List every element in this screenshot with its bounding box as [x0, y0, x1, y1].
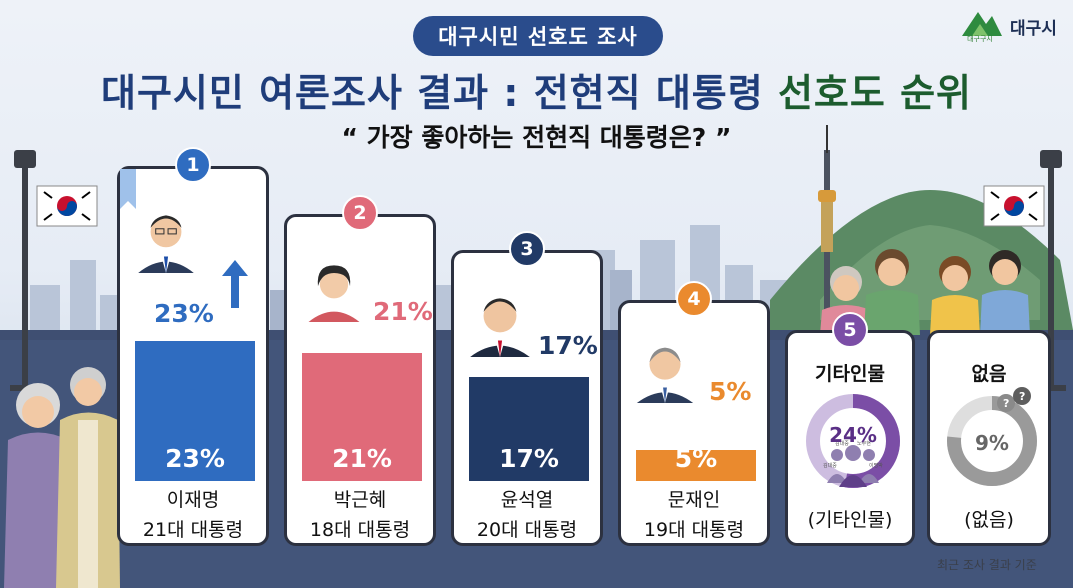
portrait-lee-jae-myung [130, 201, 202, 273]
pct-label-above-3: 17% [538, 331, 598, 360]
title-part1: 대구시민 여론조사 결과 : 전현직 대통령 [101, 71, 764, 115]
mini-name-3: 김대중 [823, 462, 837, 469]
president-name-2: 박근혜 [333, 489, 387, 511]
footnote: 최근 조사 결과 기준 [937, 558, 1037, 572]
others-donut: 김대중 노무현 김대중 이명박 [806, 394, 900, 488]
rank-card-1: 23% 23% 이재명 21대 대통령 [117, 166, 269, 546]
pct-label-above-4: 5% [709, 377, 752, 406]
rank-badge-4: 4 [676, 281, 712, 317]
none-caption: (없음) [964, 509, 1014, 531]
rank-badge-2: 2 [342, 195, 378, 231]
portrait-moon-jae-in [631, 335, 699, 403]
none-heading: 없음 [971, 363, 1007, 385]
daegu-logo-icon [962, 12, 1002, 36]
none-donut [947, 396, 1037, 486]
president-term-1: 21대 대통령 [142, 519, 244, 541]
bar-1: 23% [135, 341, 255, 481]
svg-text:?: ? [1003, 397, 1009, 410]
president-name-1: 이재명 [166, 489, 220, 511]
rank-badge-1: 1 [175, 147, 211, 183]
pct-label-above-2: 21% [373, 297, 433, 326]
bar-value-3: 17% [499, 444, 559, 473]
ribbon-bookmark-icon [120, 169, 136, 209]
survey-pill: 대구시민 선호도 조사 [413, 16, 663, 56]
mini-name-2: 노무현 [857, 440, 871, 447]
bar-value-4: 5% [674, 444, 718, 473]
none-donut-arc [947, 396, 1037, 486]
bar-2: 21% [302, 353, 422, 481]
name-area-2: 박근혜 18대 대통령 [287, 485, 433, 543]
portrait-park-geun-hye [301, 256, 367, 322]
name-area-4: 문재인 19대 대통령 [621, 485, 767, 543]
korean-flag-right [983, 185, 1045, 227]
president-term-3: 20대 대통령 [476, 519, 578, 541]
bar-3: 17% [469, 377, 589, 481]
svg-text:?: ? [1019, 390, 1025, 403]
rank-badge-3: 3 [509, 231, 545, 267]
none-pct: 9% [975, 431, 1009, 455]
others-caption: (기타인물) [807, 509, 893, 531]
bar-value-1: 23% [165, 444, 225, 473]
bar-value-2: 21% [332, 444, 392, 473]
citizens-group-illustration [820, 249, 1030, 335]
president-term-2: 18대 대통령 [309, 519, 411, 541]
rank-badge-5: 5 [832, 312, 868, 348]
pct-label-above-1: 23% [154, 299, 214, 328]
up-arrow-icon [222, 260, 248, 308]
mini-name-4: 이명박 [869, 462, 883, 469]
rank-card-2: 21% 21% 박근혜 18대 대통령 [284, 214, 436, 546]
mini-name-1: 김대중 [835, 440, 849, 447]
others-heading: 기타인물 [815, 363, 885, 385]
president-name-3: 윤석열 [500, 489, 554, 511]
survey-question: “ 가장 좋아하는 전현직 대통령은? ” [341, 123, 732, 152]
portrait-yoon-suk-yeol [464, 285, 536, 357]
bar-4: 5% [636, 444, 756, 481]
rank-card-3: 17% 17% 윤석열 20대 대통령 [451, 250, 603, 546]
page-title: 대구시민 여론조사 결과 : 전현직 대통령 선호도 순위 [0, 62, 1073, 117]
elderly-couple-illustration [4, 367, 120, 588]
name-area-3: 윤석열 20대 대통령 [454, 485, 600, 543]
rank-card-4: 5% 5% 문재인 19대 대통령 [618, 300, 770, 546]
korean-flag-left [36, 185, 98, 227]
president-name-4: 문재인 [667, 489, 721, 511]
president-term-4: 19대 대통령 [643, 519, 745, 541]
name-area-1: 이재명 21대 대통령 [120, 485, 266, 543]
logo-sub: 대구구시 [967, 35, 993, 43]
none-card: 없음 ? ? 9% (없음) [927, 330, 1051, 546]
logo-name: 대구시 [1010, 19, 1057, 39]
title-part2: 선호도 순위 [777, 71, 972, 115]
question-bubble-icon: ? ? [997, 387, 1031, 412]
others-card: 기타인물 김대중 노무현 김대중 이명박 24% (기타인물) [785, 330, 915, 546]
others-pct: 24% [829, 423, 877, 447]
